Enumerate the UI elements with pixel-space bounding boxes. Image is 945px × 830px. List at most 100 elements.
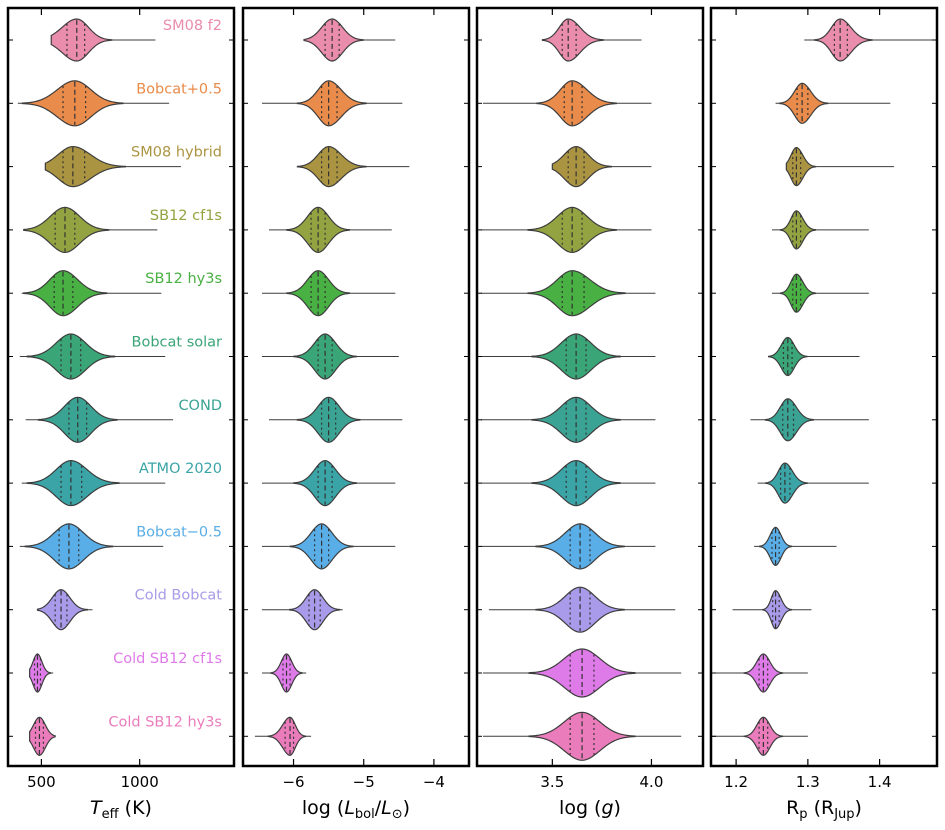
violin-body xyxy=(785,147,817,187)
violin-body xyxy=(762,590,793,630)
violin-2-11 xyxy=(261,653,307,693)
violin-2-12 xyxy=(254,716,312,756)
violin-body xyxy=(29,716,56,756)
violin-4-12 xyxy=(711,716,808,756)
violin-4-7 xyxy=(750,398,869,442)
x-tick-label: 1000 xyxy=(121,773,159,791)
model-labels: SM08 f2 Bobcat+0.5 SM08 hybrid SB12 cf1s SB1… xyxy=(108,18,222,730)
violin-body xyxy=(764,398,814,442)
violin-3-4 xyxy=(480,206,652,254)
violin-3-3 xyxy=(551,145,652,188)
violin-body xyxy=(551,145,613,188)
model-label-11: Cold SB12 cf1s xyxy=(113,651,222,667)
violin-body xyxy=(26,460,120,507)
violin-body xyxy=(289,523,354,570)
violin-2-9 xyxy=(261,523,396,570)
model-label-12: Cold SB12 hy3s xyxy=(108,714,222,730)
violin-body xyxy=(528,711,636,761)
violin-body xyxy=(528,648,636,698)
x-tick-label: 500 xyxy=(27,773,56,791)
violin-1-11 xyxy=(29,653,54,693)
violin-3-2 xyxy=(482,80,652,127)
violin-3-7 xyxy=(480,396,656,443)
panel-frame xyxy=(6,6,236,768)
model-label-5: SB12 hy3s xyxy=(145,271,222,287)
model-label-8: ATMO 2020 xyxy=(139,461,222,477)
violin-4-5 xyxy=(771,273,869,313)
violin-body xyxy=(779,82,829,124)
violin-2-10 xyxy=(261,589,343,631)
violin-body xyxy=(267,716,307,756)
x-tick-label: 1.3 xyxy=(796,773,820,791)
violin-1-9 xyxy=(19,523,164,570)
violin-body xyxy=(50,18,113,62)
violin-1-3 xyxy=(44,146,181,188)
x-axis-label-1: Teff (K) xyxy=(90,797,152,822)
violin-1-10 xyxy=(36,589,93,631)
x-tick-label: 3.5 xyxy=(540,773,564,791)
violin-body xyxy=(779,210,817,250)
violin-1-6 xyxy=(19,333,166,380)
violin-2-7 xyxy=(268,396,403,443)
violin-2-1 xyxy=(303,18,396,62)
x-tick-label: −6 xyxy=(282,773,304,791)
violin-2-5 xyxy=(261,270,396,317)
x-tick-label: −4 xyxy=(423,773,445,791)
violin-1-8 xyxy=(21,460,166,507)
violin-4-9 xyxy=(754,526,837,567)
violin-2-3 xyxy=(296,146,410,188)
x-tick-label: −5 xyxy=(353,773,375,791)
model-label-7: COND xyxy=(178,398,222,414)
x-tick-label: 1.2 xyxy=(724,773,748,791)
x-tick-label: 4.0 xyxy=(640,773,664,791)
violin-3-8 xyxy=(480,459,656,507)
violin-4-6 xyxy=(768,336,860,377)
violin-body xyxy=(541,18,605,62)
violin-4-2 xyxy=(775,82,891,124)
panel-frame xyxy=(241,6,471,768)
violin-4-11 xyxy=(711,653,808,693)
violin-3-10 xyxy=(488,586,676,633)
violin-body xyxy=(286,206,350,254)
violin-3-9 xyxy=(480,523,656,570)
violin-3-1 xyxy=(541,18,642,62)
violin-1-12 xyxy=(29,716,56,756)
violin-4-8 xyxy=(757,462,869,504)
panel-frame xyxy=(709,6,939,768)
model-label-1: SM08 f2 xyxy=(163,18,222,34)
violin-4-3 xyxy=(785,147,894,187)
violin-body xyxy=(44,146,126,188)
violin-body xyxy=(293,459,357,507)
violin-body xyxy=(814,18,873,62)
model-label-10: Cold Bobcat xyxy=(135,588,223,604)
violin-2-2 xyxy=(261,80,403,127)
violin-body xyxy=(296,146,367,188)
model-label-4: SB12 cf1s xyxy=(150,208,222,224)
violin-3-6 xyxy=(480,333,656,380)
violin-body xyxy=(527,270,626,317)
violin-1-4 xyxy=(23,206,158,254)
violin-body xyxy=(293,333,357,380)
violin-body xyxy=(303,18,364,62)
violin-4-10 xyxy=(732,590,812,630)
violin-3-12 xyxy=(482,711,682,761)
violin-body xyxy=(536,80,617,127)
panel-1: 500 1000 Teff (K) xyxy=(6,6,236,822)
violin-body xyxy=(535,586,625,633)
violin-1-7 xyxy=(25,396,174,443)
violin-body xyxy=(21,80,124,127)
panel-4: 1.2 1.3 1.4 Rp (RJup) xyxy=(709,6,939,822)
x-axis-label-4: Rp (RJup) xyxy=(786,797,862,822)
x-axis-label-3: log (g) xyxy=(559,797,621,819)
violin-3-5 xyxy=(480,270,656,317)
violin-body xyxy=(779,273,817,313)
violin-body xyxy=(531,333,621,380)
violin-body xyxy=(37,396,118,443)
violin-2-4 xyxy=(268,206,392,254)
panel-3: 3.5 4.0 log (g) xyxy=(475,6,705,819)
violin-2-6 xyxy=(261,333,399,380)
violin-3-11 xyxy=(482,648,682,698)
violin-body xyxy=(286,270,350,317)
violin-4-1 xyxy=(804,18,937,62)
